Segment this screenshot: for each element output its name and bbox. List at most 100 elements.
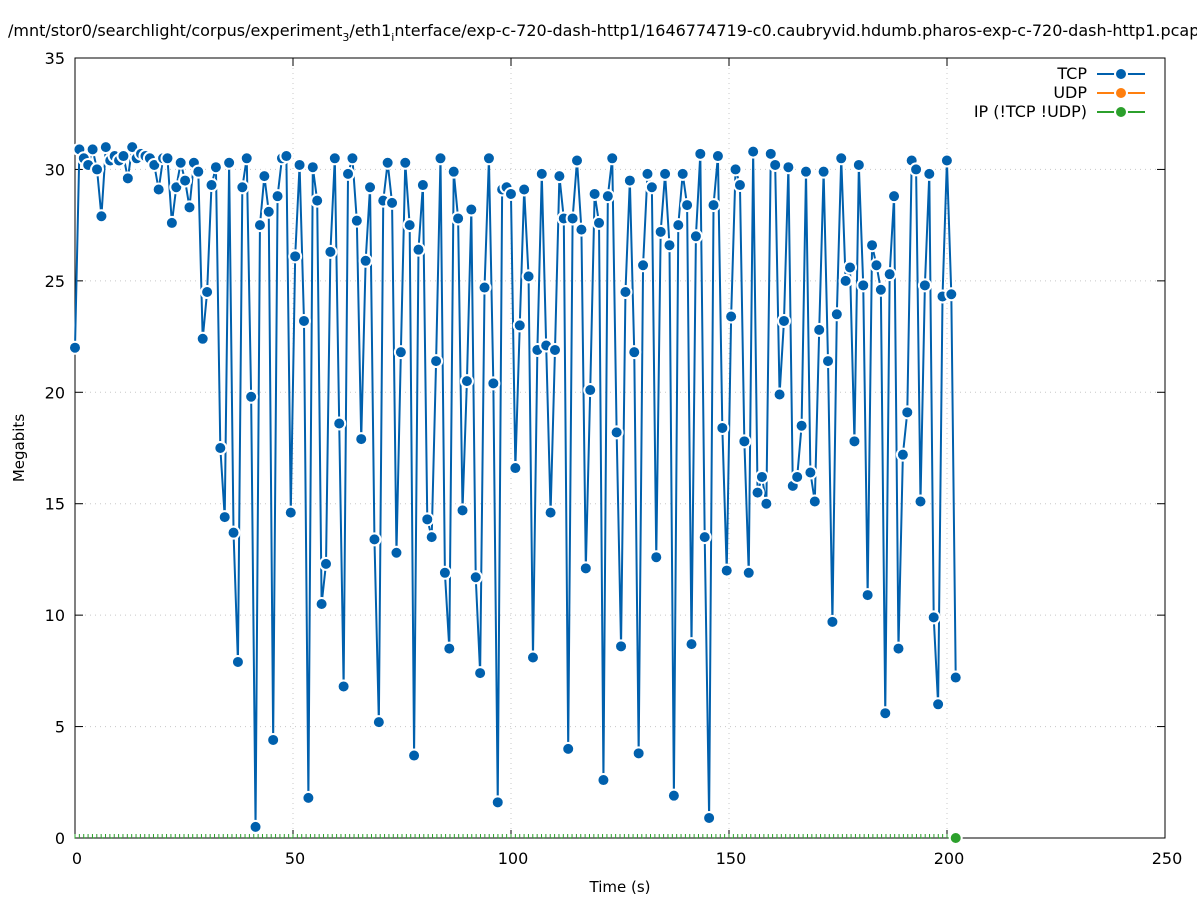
tcp-point	[486, 376, 501, 391]
tcp-point	[385, 195, 400, 210]
tcp-point	[217, 510, 232, 525]
tcp-point	[239, 151, 254, 166]
tcp-point	[917, 278, 932, 293]
tcp-point	[393, 345, 408, 360]
tcp-point	[182, 200, 197, 215]
tcp-point	[706, 198, 721, 213]
y-tick-label: 30	[45, 160, 65, 179]
tcp-point	[596, 773, 611, 788]
tcp-point	[389, 545, 404, 560]
x-tick-label: 150	[716, 849, 747, 868]
tcp-point	[120, 171, 135, 186]
tcp-point	[939, 153, 954, 168]
title-part: /mnt/stor0/searchlight/corpus/experiment	[8, 21, 342, 40]
tcp-point	[261, 204, 276, 219]
tcp-point	[583, 383, 598, 398]
tcp-point	[442, 641, 457, 656]
legend-label: IP (!TCP !UDP)	[974, 102, 1087, 121]
tcp-point	[609, 425, 624, 440]
tcp-point	[693, 146, 708, 161]
tcp-point	[319, 556, 334, 571]
tcp-point	[481, 151, 496, 166]
tcp-point	[230, 654, 245, 669]
y-tick-label: 10	[45, 606, 65, 625]
tcp-point	[710, 149, 725, 164]
tcp-point	[772, 387, 787, 402]
tcp-point	[94, 209, 109, 224]
tcp-point	[684, 637, 699, 652]
tcp-point	[371, 715, 386, 730]
tcp-point	[931, 697, 946, 712]
title-part: /eth1	[349, 21, 391, 40]
tcp-point	[257, 169, 272, 184]
tcp-point	[922, 166, 937, 181]
tcp-point	[354, 432, 369, 447]
tcp-point	[222, 155, 237, 170]
tcp-point	[411, 242, 426, 257]
tcp-point	[407, 748, 422, 763]
tcp-point	[803, 465, 818, 480]
tcp-point	[534, 166, 549, 181]
tcp-point	[662, 238, 677, 253]
tcp-point	[719, 563, 734, 578]
tcp-point	[834, 151, 849, 166]
y-tick-label: 35	[45, 49, 65, 68]
legend-label: UDP	[1053, 83, 1087, 102]
tcp-point	[627, 345, 642, 360]
tcp-point	[798, 164, 813, 179]
title-subscript: 3	[342, 31, 349, 44]
chart-title: /mnt/stor0/searchlight/corpus/experiment…	[8, 21, 1197, 44]
tcp-point	[636, 258, 651, 273]
tcp-point	[301, 790, 316, 805]
tcp-point	[574, 222, 589, 237]
tcp-point	[878, 706, 893, 721]
tcp-point	[213, 441, 228, 455]
tcp-point	[314, 597, 329, 611]
tcp-line	[74, 143, 957, 827]
tcp-point	[178, 173, 193, 188]
tcp-point	[336, 679, 351, 694]
tcp-point	[605, 151, 620, 166]
tcp-point	[503, 186, 518, 201]
tcp-point	[887, 189, 902, 204]
tcp-point	[429, 354, 444, 369]
tcp-point	[525, 650, 540, 665]
tcp-point	[512, 318, 527, 333]
tcp-point	[812, 322, 827, 337]
tcp-point	[173, 155, 188, 170]
tcp-point	[671, 218, 686, 233]
tcp-point	[653, 224, 668, 239]
y-tick-label: 25	[45, 272, 65, 291]
y-tick-label: 15	[45, 495, 65, 514]
axis-ticks: 0 5 10 15 20 25 30 35 0 50 100 150 200 250	[45, 49, 1183, 868]
tcp-point	[561, 741, 576, 756]
tcp-point	[191, 164, 206, 179]
tcp-point	[459, 374, 474, 389]
grid	[75, 58, 1165, 838]
tcp-point	[415, 178, 430, 193]
tcp-point	[363, 180, 378, 195]
tcp-point	[565, 211, 580, 226]
tcp-point	[680, 198, 695, 213]
y-axis-label: Megabits	[10, 414, 28, 482]
plot-frame	[74, 57, 1166, 839]
tcp-point	[305, 160, 320, 175]
tcp-point	[658, 166, 673, 181]
x-tick-label: 250	[1152, 849, 1183, 868]
tcp-point	[829, 307, 844, 322]
tcp-point	[433, 151, 448, 166]
tcp-point	[332, 416, 347, 431]
tcp-point	[468, 570, 483, 585]
series	[68, 140, 963, 845]
tcp-point	[697, 530, 712, 545]
tcp-point	[622, 173, 637, 188]
tcp-point	[614, 639, 629, 654]
tcp-point	[327, 151, 342, 166]
tcp-point	[283, 505, 298, 520]
tcp-point	[226, 525, 241, 540]
tcp-point	[204, 178, 219, 193]
tcp-point	[543, 505, 558, 520]
title-subscript: i	[391, 31, 394, 44]
